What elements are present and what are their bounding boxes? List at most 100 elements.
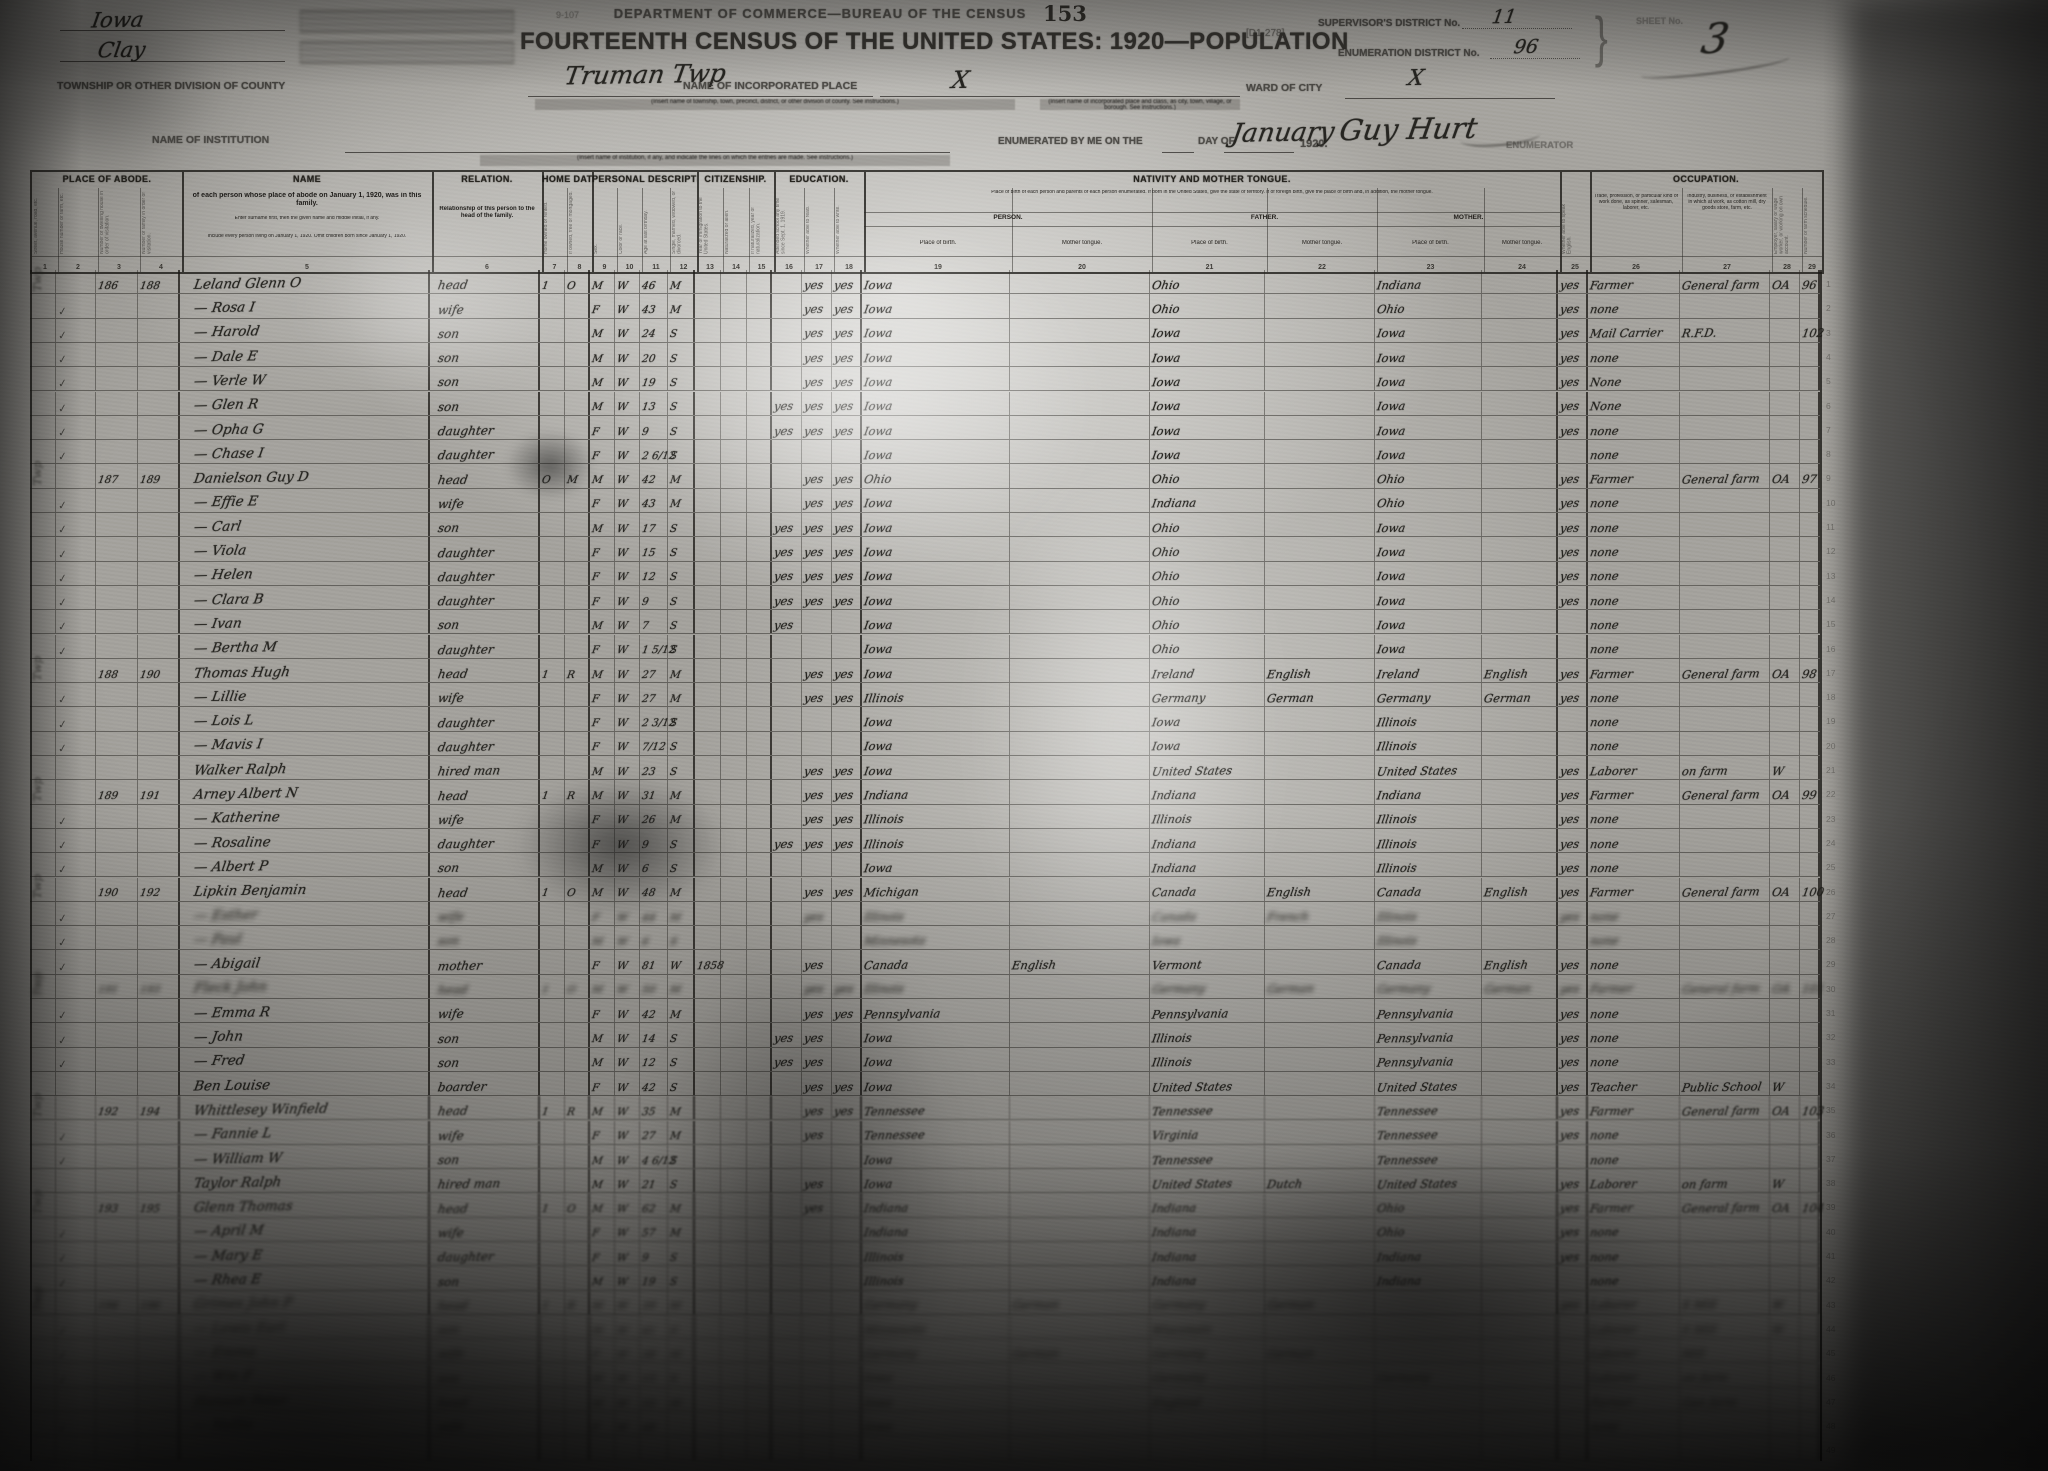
cell-ag: 17 <box>640 513 668 537</box>
cell-mt <box>1010 1023 1150 1047</box>
cell-emp <box>1770 391 1800 415</box>
cell-mr: S <box>668 1266 695 1290</box>
cell-emp <box>1770 294 1800 318</box>
cell-mmt <box>1482 1412 1558 1436</box>
cell-t2: R <box>565 1290 590 1314</box>
cell-i15 <box>747 828 772 853</box>
cell-dw <box>96 367 138 391</box>
cell-i15 <box>747 804 772 828</box>
header-column-rule <box>1377 188 1378 272</box>
cell-frm: 103 <box>1800 1096 1825 1120</box>
cell-name: Fleck John <box>180 974 430 998</box>
cell-fpob: Iowa <box>1150 391 1265 415</box>
cell-st <box>30 756 56 780</box>
cell-pob: Iowa <box>862 1412 1010 1436</box>
sheet-label: SHEET No. <box>1636 16 1684 26</box>
cell-i15 <box>747 1363 772 1387</box>
cell-emp <box>1770 440 1800 464</box>
col-note-hn: House number or farm, etc. <box>60 193 65 254</box>
header-column-rule <box>1152 188 1153 272</box>
cell-e18 <box>832 926 862 950</box>
cell-fpob: Ohio <box>1150 464 1265 488</box>
cell-emp <box>1770 561 1800 585</box>
cell-ag: 9 <box>640 415 668 440</box>
cell-cl: W <box>615 1023 640 1047</box>
header-column-rule <box>804 188 805 272</box>
cell-i13 <box>695 513 721 537</box>
cell-t1: 1 <box>540 877 565 901</box>
cell-rel: daughter <box>430 585 540 610</box>
cell-mpob: Indiana <box>1375 1242 1482 1266</box>
cell-e17 <box>802 1412 832 1436</box>
cell-e17: yes <box>802 1120 832 1144</box>
cell-mt <box>1010 828 1150 853</box>
cell-emp <box>1770 1436 1800 1460</box>
cell-dw: 190 <box>96 877 138 901</box>
cell-name: Ben Louise <box>180 1071 430 1096</box>
cell-cl: W <box>615 1242 640 1266</box>
cell-sx: M <box>590 877 615 901</box>
cell-fam <box>138 1266 180 1290</box>
cell-st <box>30 1120 56 1144</box>
cell-t2 <box>565 415 590 440</box>
cell-i14 <box>721 926 747 950</box>
cell-i14 <box>721 999 747 1023</box>
cell-emp <box>1770 1047 1800 1071</box>
cell-i13 <box>695 1242 721 1266</box>
cell-ag <box>640 1436 668 1460</box>
cell-sx: M <box>590 367 615 391</box>
nativity-band-rule <box>1152 226 1377 227</box>
cell-mr: M <box>668 999 695 1023</box>
cell-en <box>1558 634 1588 658</box>
line-number: 27 <box>1826 910 1836 921</box>
cell-i15 <box>747 1217 772 1241</box>
cell-mt <box>1010 780 1150 804</box>
cell-e16 <box>772 318 802 342</box>
cell-sx: M <box>590 1314 615 1339</box>
cell-pob: Iowa <box>862 610 1010 634</box>
cell-e16 <box>772 926 802 950</box>
cell-ind <box>1680 926 1770 950</box>
cell-mpob: Iowa <box>1375 367 1482 391</box>
cell-pob: Iowa <box>862 1169 1010 1193</box>
cell-cl: W <box>615 294 640 318</box>
cell-mpob: Iowa <box>1375 513 1482 537</box>
cell-fpob: Indiana <box>1150 853 1265 877</box>
line-number: 9 <box>1826 473 1831 484</box>
cell-fmt <box>1265 318 1375 342</box>
cell-cl: W <box>615 1387 640 1412</box>
cell-mt <box>1010 804 1150 828</box>
cell-hn <box>56 1169 96 1193</box>
cell-sx: F <box>590 488 615 512</box>
cell-st: Twp <box>30 874 56 901</box>
nativity-band-rule <box>1152 212 1377 213</box>
cell-i13 <box>695 1290 721 1314</box>
cell-t2 <box>565 585 590 610</box>
cell-e17: yes <box>802 488 832 512</box>
cell-e18 <box>832 1314 862 1339</box>
cell-t1 <box>540 926 565 950</box>
cell-rel: head <box>430 270 540 294</box>
cell-mmt: English <box>1482 877 1558 901</box>
cell-name: — Bertha M <box>180 634 430 658</box>
cell-emp: W <box>1770 1290 1800 1314</box>
cell-dw <box>96 318 138 342</box>
cell-i15 <box>747 585 772 610</box>
cell-hn <box>56 1436 96 1460</box>
cell-pob: Iowa <box>862 342 1010 367</box>
cell-fam <box>138 1363 180 1387</box>
cell-i14 <box>721 1096 747 1120</box>
cell-en <box>1558 1339 1588 1363</box>
cell-emp <box>1770 950 1800 974</box>
cell-e18: yes <box>832 513 862 537</box>
cell-cl: W <box>615 440 640 464</box>
cell-i14 <box>721 950 747 974</box>
cell-sx: M <box>590 391 615 415</box>
cell-e18: yes <box>832 683 862 707</box>
line-number: 42 <box>1826 1275 1836 1286</box>
cell-t2 <box>565 731 590 755</box>
